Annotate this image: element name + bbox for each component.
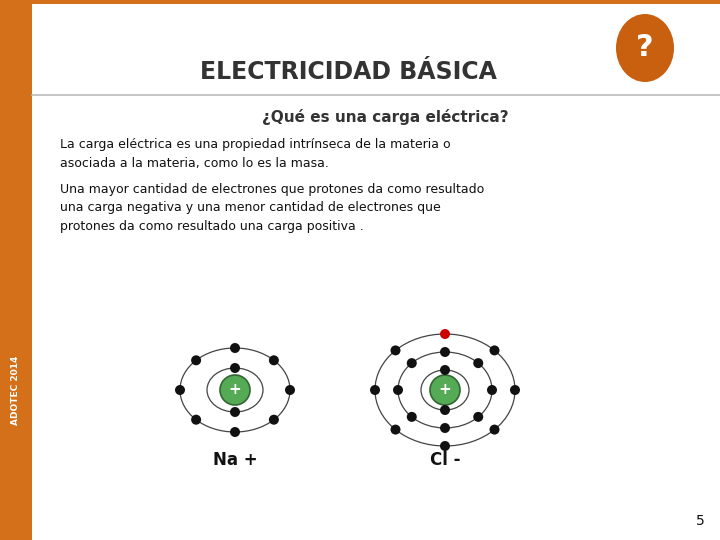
Text: Cl -: Cl - — [430, 451, 460, 469]
Text: 5: 5 — [696, 514, 705, 528]
Circle shape — [390, 346, 400, 355]
Text: +: + — [229, 382, 241, 397]
Circle shape — [430, 375, 460, 405]
Circle shape — [230, 407, 240, 417]
Text: ?: ? — [636, 33, 654, 63]
Circle shape — [440, 365, 450, 375]
Circle shape — [407, 358, 417, 368]
Circle shape — [440, 441, 450, 451]
Text: ELECTRICIDAD BÁSICA: ELECTRICIDAD BÁSICA — [200, 60, 497, 84]
Circle shape — [230, 427, 240, 437]
Circle shape — [407, 412, 417, 422]
Circle shape — [473, 412, 483, 422]
Circle shape — [473, 358, 483, 368]
Circle shape — [220, 375, 250, 405]
Circle shape — [370, 385, 380, 395]
Text: +: + — [438, 382, 451, 397]
Circle shape — [269, 355, 279, 365]
Circle shape — [285, 385, 295, 395]
Circle shape — [510, 385, 520, 395]
Circle shape — [390, 424, 400, 435]
Circle shape — [393, 385, 403, 395]
Circle shape — [440, 405, 450, 415]
Circle shape — [269, 415, 279, 424]
Text: Una mayor cantidad de electrones que protones da como resultado
una carga negati: Una mayor cantidad de electrones que pro… — [60, 183, 485, 233]
Circle shape — [175, 385, 185, 395]
Circle shape — [191, 355, 201, 365]
Text: ¿Qué es una carga eléctrica?: ¿Qué es una carga eléctrica? — [261, 109, 508, 125]
Circle shape — [490, 424, 500, 435]
Ellipse shape — [616, 14, 674, 82]
Text: La carga eléctrica es una propiedad intrínseca de la materia o
asociada a la mat: La carga eléctrica es una propiedad intr… — [60, 138, 451, 170]
Bar — [0, 0, 720, 4]
Circle shape — [487, 385, 497, 395]
Bar — [0, 0, 32, 540]
Text: Na +: Na + — [212, 451, 257, 469]
Circle shape — [490, 346, 500, 355]
Circle shape — [440, 329, 450, 339]
Circle shape — [230, 343, 240, 353]
Text: ADOTEC 2014: ADOTEC 2014 — [12, 355, 20, 424]
Circle shape — [230, 363, 240, 373]
Circle shape — [440, 347, 450, 357]
Circle shape — [191, 415, 201, 424]
Circle shape — [440, 423, 450, 433]
